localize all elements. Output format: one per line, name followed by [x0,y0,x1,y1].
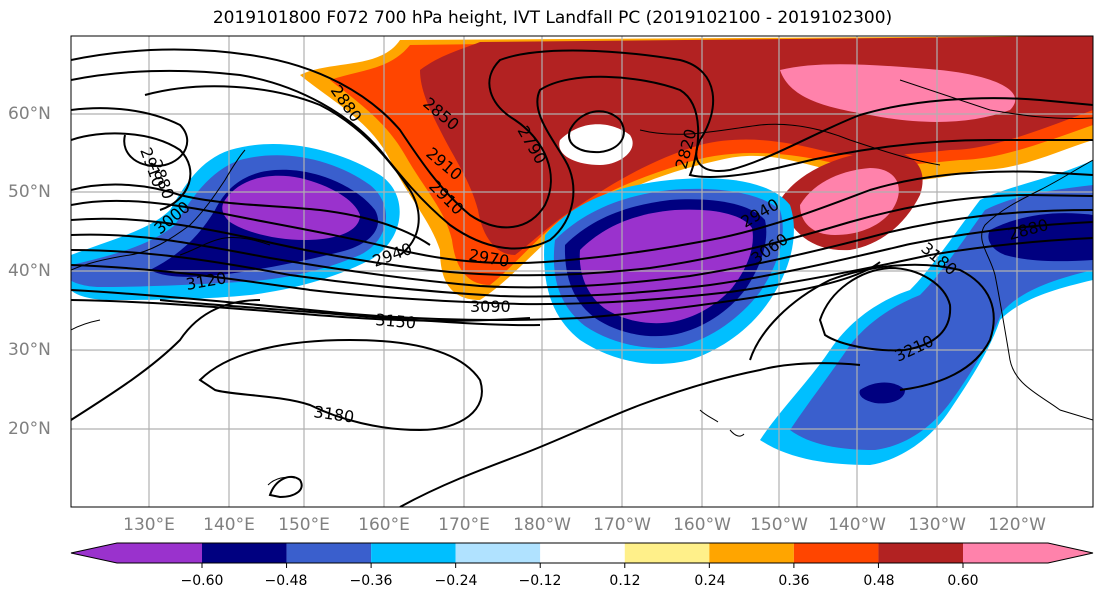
colorbar-cell [963,543,1048,563]
contour-label: 3150 [375,310,417,332]
colorbar-cell [878,543,963,563]
colorbar-cell [793,543,879,563]
lon-label: 130°E [123,515,175,535]
contour-label: 3090 [470,297,511,316]
height-contours [71,48,1093,507]
lat-label: 40°N [8,261,51,281]
colorbar-tick-label: 0.60 [947,573,979,589]
map-title: 2019101800 F072 700 hPa height, IVT Land… [212,8,893,28]
negative-shade-048-east [988,213,1093,262]
lat-label: 30°N [8,340,51,360]
lon-label: 170°E [438,515,490,535]
colorbar-cell [371,543,456,563]
lon-label: 170°W [593,515,651,535]
lon-label: 140°E [203,515,255,535]
colorbar-cell [709,543,794,563]
colorbar-cell [624,543,710,563]
colorbar-tick-label: −0.60 [180,573,224,589]
lon-label: 150°E [278,515,330,535]
colorbar-cells [70,542,1094,568]
lon-label: 150°W [750,515,808,535]
lon-label: 160°W [673,515,731,535]
lon-label: 130°W [908,515,966,535]
lat-label: 50°N [8,182,51,202]
colorbar-cell [286,543,372,563]
colorbar-extend-low [71,543,117,563]
colorbar-cell [117,543,202,563]
lon-label: 180°W [513,515,571,535]
colorbar-tick-label: 0.24 [694,573,726,589]
positive-shade-060-east [800,168,899,235]
lat-label: 60°N [8,104,51,124]
negative-shade-048-east-small [859,382,905,404]
lon-label: 140°W [828,515,886,535]
ivt-shading [71,36,1093,465]
colorbar-tick-label: 0.36 [778,573,810,589]
colorbar-tick-label: 0.48 [863,573,895,589]
colorbar-outline [70,542,1094,564]
colorbar-extend-high [1048,543,1093,563]
graticule [71,36,1093,507]
positive-shade-white-slot [559,124,633,165]
colorbar-cell [540,543,625,563]
colorbar-cell [202,543,287,563]
colorbar-tick-label: −0.36 [349,573,393,589]
coastlines [71,79,1093,486]
positive-shade-060 [780,64,1016,122]
lat-label: 20°N [8,419,51,439]
colorbar-tick-label: −0.12 [518,573,562,589]
colorbar-tick-label: −0.24 [434,573,478,589]
colorbar-tick-label: −0.48 [264,573,308,589]
lon-label: 120°W [988,515,1046,535]
lon-label: 160°E [358,515,410,535]
colorbar-tick-label: 0.12 [609,573,641,589]
colorbar-cell [455,543,541,563]
map-frame [70,35,1094,508]
